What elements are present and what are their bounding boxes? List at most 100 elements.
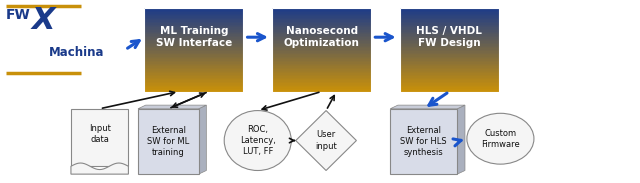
FancyBboxPatch shape (145, 86, 243, 87)
FancyBboxPatch shape (272, 53, 371, 54)
FancyBboxPatch shape (272, 76, 371, 78)
Text: User
input: User input (315, 130, 337, 151)
Polygon shape (138, 105, 206, 109)
Polygon shape (458, 105, 465, 174)
FancyBboxPatch shape (272, 61, 371, 62)
FancyBboxPatch shape (400, 54, 499, 55)
FancyBboxPatch shape (145, 59, 243, 61)
FancyBboxPatch shape (145, 15, 243, 16)
FancyBboxPatch shape (272, 55, 371, 57)
FancyBboxPatch shape (272, 78, 371, 79)
Text: ROC,
Latency,
LUT, FF: ROC, Latency, LUT, FF (240, 125, 276, 156)
FancyBboxPatch shape (145, 61, 243, 62)
FancyBboxPatch shape (400, 61, 499, 62)
Text: Nanosecond
Optimization: Nanosecond Optimization (284, 26, 360, 48)
FancyBboxPatch shape (71, 109, 129, 166)
FancyBboxPatch shape (272, 47, 371, 48)
FancyBboxPatch shape (272, 66, 371, 68)
FancyBboxPatch shape (400, 12, 499, 14)
FancyBboxPatch shape (145, 80, 243, 82)
FancyBboxPatch shape (400, 27, 499, 29)
FancyBboxPatch shape (272, 86, 371, 87)
FancyBboxPatch shape (145, 34, 243, 36)
FancyBboxPatch shape (400, 33, 499, 34)
FancyBboxPatch shape (400, 71, 499, 72)
FancyBboxPatch shape (400, 82, 499, 83)
Text: FW: FW (6, 8, 31, 22)
FancyBboxPatch shape (272, 14, 371, 15)
FancyBboxPatch shape (272, 25, 371, 26)
FancyBboxPatch shape (272, 12, 371, 14)
FancyBboxPatch shape (272, 11, 371, 12)
FancyBboxPatch shape (272, 54, 371, 55)
FancyBboxPatch shape (400, 50, 499, 51)
FancyBboxPatch shape (272, 87, 371, 89)
FancyBboxPatch shape (400, 86, 499, 87)
FancyBboxPatch shape (272, 19, 371, 20)
FancyBboxPatch shape (145, 41, 243, 43)
FancyBboxPatch shape (145, 14, 243, 15)
FancyBboxPatch shape (400, 43, 499, 44)
FancyBboxPatch shape (145, 82, 243, 83)
FancyBboxPatch shape (400, 36, 499, 37)
FancyBboxPatch shape (145, 89, 243, 90)
FancyBboxPatch shape (138, 109, 198, 174)
FancyBboxPatch shape (272, 36, 371, 37)
FancyBboxPatch shape (145, 37, 243, 39)
FancyBboxPatch shape (400, 62, 499, 64)
FancyBboxPatch shape (272, 37, 371, 39)
FancyBboxPatch shape (145, 69, 243, 71)
FancyBboxPatch shape (400, 44, 499, 46)
FancyBboxPatch shape (145, 25, 243, 26)
FancyBboxPatch shape (145, 50, 243, 51)
FancyBboxPatch shape (400, 40, 499, 41)
FancyBboxPatch shape (272, 68, 371, 69)
FancyBboxPatch shape (400, 59, 499, 61)
FancyBboxPatch shape (145, 16, 243, 18)
Polygon shape (71, 163, 129, 174)
FancyBboxPatch shape (272, 59, 371, 61)
Text: External
SW for ML
training: External SW for ML training (147, 126, 189, 157)
FancyBboxPatch shape (400, 68, 499, 69)
FancyBboxPatch shape (400, 25, 499, 26)
FancyBboxPatch shape (400, 90, 499, 92)
FancyBboxPatch shape (400, 32, 499, 33)
FancyBboxPatch shape (272, 44, 371, 46)
FancyBboxPatch shape (400, 79, 499, 80)
FancyBboxPatch shape (400, 16, 499, 18)
FancyBboxPatch shape (145, 75, 243, 76)
FancyBboxPatch shape (145, 9, 243, 11)
FancyBboxPatch shape (272, 26, 371, 27)
FancyBboxPatch shape (272, 58, 371, 59)
FancyBboxPatch shape (400, 46, 499, 47)
FancyBboxPatch shape (400, 80, 499, 82)
FancyBboxPatch shape (400, 83, 499, 85)
FancyBboxPatch shape (272, 8, 371, 9)
FancyBboxPatch shape (272, 34, 371, 36)
FancyBboxPatch shape (272, 39, 371, 40)
Text: ML Training
SW Interface: ML Training SW Interface (156, 26, 232, 48)
FancyBboxPatch shape (400, 11, 499, 12)
FancyBboxPatch shape (145, 62, 243, 64)
FancyBboxPatch shape (145, 36, 243, 37)
FancyBboxPatch shape (400, 66, 499, 68)
FancyBboxPatch shape (145, 26, 243, 27)
FancyBboxPatch shape (272, 15, 371, 16)
FancyBboxPatch shape (400, 51, 499, 53)
FancyBboxPatch shape (145, 73, 243, 75)
FancyBboxPatch shape (272, 40, 371, 41)
FancyBboxPatch shape (400, 30, 499, 32)
FancyBboxPatch shape (145, 58, 243, 59)
FancyBboxPatch shape (145, 55, 243, 57)
FancyBboxPatch shape (145, 32, 243, 33)
FancyBboxPatch shape (272, 51, 371, 53)
Text: Machina: Machina (49, 46, 104, 59)
FancyBboxPatch shape (272, 79, 371, 80)
FancyBboxPatch shape (400, 48, 499, 50)
FancyBboxPatch shape (272, 23, 371, 25)
FancyBboxPatch shape (145, 12, 243, 14)
FancyBboxPatch shape (272, 73, 371, 75)
FancyBboxPatch shape (272, 71, 371, 72)
FancyBboxPatch shape (400, 20, 499, 22)
FancyBboxPatch shape (145, 54, 243, 55)
